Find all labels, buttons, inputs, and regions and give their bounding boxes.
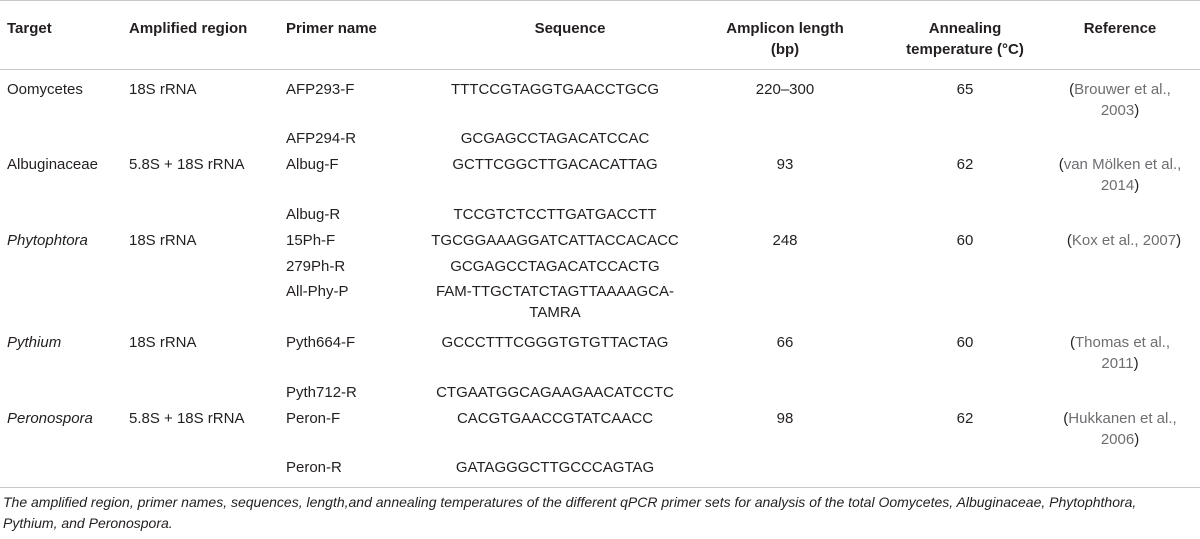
cell-sequence: GCGAGCCTAGACATCCAC	[460, 130, 650, 147]
reference-line1: van Mölken et al.,	[1063, 156, 1182, 173]
cell-region: 18S rRNA	[129, 334, 197, 351]
header-primer-name: Primer name	[286, 20, 377, 37]
cell-sequence: GCGAGCCTAGACATCCACTG	[450, 258, 660, 275]
reference-line1: Hukkanen et al.,	[1068, 410, 1177, 427]
cell-reference: (Thomas et al., 2011)	[1050, 332, 1190, 374]
cell-primer: All-Phy-P	[286, 283, 349, 300]
paren-open: (	[1066, 232, 1072, 249]
reference-line2: 2003	[1100, 102, 1135, 119]
paren-close: )	[1134, 102, 1140, 119]
header-target: Target	[7, 20, 52, 37]
cell-sequence: GATAGGGCTTGCCCAGTAG	[455, 459, 655, 476]
cell-target: Pythium	[7, 334, 62, 351]
cell-sequence: TTTCCGTAGGTGAACCTGCG	[450, 81, 660, 98]
cell-length: 220–300	[755, 81, 815, 98]
reference-line1: Brouwer et al.,	[1074, 81, 1171, 98]
cell-length: 98	[776, 410, 794, 427]
cell-temp: 62	[956, 410, 974, 427]
header-amplified-region: Amplified region	[129, 20, 248, 37]
cell-primer: 279Ph-R	[286, 258, 346, 275]
cell-primer: AFP293-F	[286, 81, 355, 98]
sequence-line1: FAM-TTGCTATCTAGTTAAAAGCA-	[435, 283, 675, 300]
cell-primer: Peron-F	[286, 410, 341, 427]
header-amplicon-length: Amplicon length (bp)	[700, 18, 870, 60]
cell-primer: 15Ph-F	[286, 232, 336, 249]
cell-sequence: GCTTCGGCTTGACACATTAG	[452, 156, 658, 173]
cell-sequence: GCCCTTTCGGGTGTGTTACTAG	[441, 334, 669, 351]
sequence-line2: TAMRA	[529, 304, 581, 321]
cell-primer: Peron-R	[286, 459, 342, 476]
header-amplicon-length-line2: (bp)	[770, 41, 800, 58]
cell-reference: (van Mölken et al., 2014)	[1050, 154, 1190, 196]
cell-region: 18S rRNA	[129, 81, 197, 98]
cell-temp: 65	[956, 81, 974, 98]
cell-region: 18S rRNA	[129, 232, 197, 249]
table-header: Target Amplified region Primer name Sequ…	[0, 0, 1200, 70]
header-annealing-line1: Annealing	[928, 20, 1002, 37]
cell-region: 5.8S + 18S rRNA	[129, 156, 245, 173]
cell-region: 5.8S + 18S rRNA	[129, 410, 245, 427]
cell-temp: 60	[956, 334, 974, 351]
cell-temp: 60	[956, 232, 974, 249]
paren-open: (	[1063, 410, 1069, 427]
cell-target: Albuginaceae	[7, 156, 98, 173]
cell-reference: (Brouwer et al., 2003)	[1050, 79, 1190, 121]
cell-sequence: CACGTGAACCGTATCAACC	[456, 410, 654, 427]
cell-primer: Albug-F	[286, 156, 339, 173]
reference-line2: 2006	[1100, 431, 1135, 448]
paren-close: )	[1133, 355, 1139, 372]
header-amplicon-length-line1: Amplicon length	[726, 20, 844, 37]
paren-close: )	[1176, 232, 1182, 249]
cell-length: 93	[776, 156, 794, 173]
reference-line1: Thomas et al.,	[1074, 334, 1171, 351]
paren-close: )	[1134, 431, 1140, 448]
cell-reference: (Hukkanen et al., 2006)	[1050, 408, 1190, 450]
header-reference: Reference	[1083, 20, 1157, 37]
cell-primer: Pyth664-F	[286, 334, 356, 351]
cell-reference: (Kox et al., 2007)	[1050, 230, 1198, 251]
header-annealing-temperature: Annealing temperature (°C)	[880, 18, 1050, 60]
paren-close: )	[1134, 177, 1140, 194]
table-bottom-rule	[0, 487, 1200, 488]
cell-length: 66	[776, 334, 794, 351]
header-annealing-line2: temperature (°C)	[906, 41, 1024, 58]
cell-sequence: TGCGGAAAGGATCATTACCACACC	[431, 232, 679, 249]
cell-primer: Pyth712-R	[286, 384, 357, 401]
paren-open: (	[1058, 156, 1064, 173]
cell-target: Peronospora	[7, 410, 93, 427]
cell-temp: 62	[956, 156, 974, 173]
reference-line1: Kox et al., 2007	[1071, 232, 1177, 249]
cell-target: Phytophtora	[7, 232, 88, 249]
cell-primer: Albug-R	[286, 206, 341, 223]
header-sequence: Sequence	[534, 20, 606, 37]
cell-sequence: FAM-TTGCTATCTAGTTAAAAGCA- TAMRA	[390, 281, 720, 323]
cell-sequence: CTGAATGGCAGAAGAACATCCTC	[436, 384, 674, 401]
cell-primer: AFP294-R	[286, 130, 357, 147]
cell-target: Oomycetes	[7, 81, 83, 98]
paren-open: (	[1069, 334, 1075, 351]
cell-sequence: TCCGTCTCCTTGATGACCTT	[453, 206, 657, 223]
reference-line2: 2014	[1100, 177, 1135, 194]
paren-open: (	[1069, 81, 1075, 98]
reference-line2: 2011	[1101, 355, 1134, 372]
table-caption: The amplified region, primer names, sequ…	[3, 494, 1137, 531]
cell-length: 248	[772, 232, 798, 249]
